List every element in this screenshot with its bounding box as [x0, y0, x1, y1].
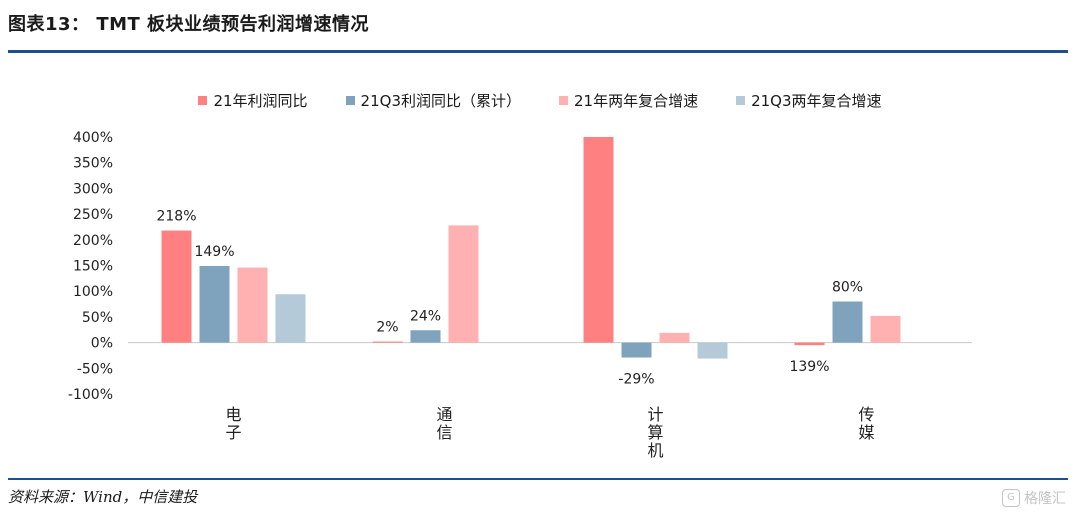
bar [237, 267, 268, 343]
legend-item: 21年两年复合增速 [559, 90, 698, 111]
y-tick-label: 100% [73, 284, 113, 300]
legend-swatch [736, 96, 746, 105]
bar [870, 315, 901, 343]
bottom-rule [8, 478, 1068, 480]
legend-item: 21Q3两年复合增速 [736, 90, 882, 111]
y-tick-label: 300% [73, 181, 113, 197]
y-tick-label: 350% [73, 156, 113, 172]
y-tick-label: 400% [73, 130, 113, 146]
data-label: 139% [789, 359, 829, 375]
x-category-label: 电子 [225, 405, 241, 442]
x-category-label: 传媒 [858, 405, 874, 442]
data-label: -29% [618, 372, 654, 388]
y-tick-label: -100% [68, 387, 113, 403]
legend-label: 21年利润同比 [213, 92, 308, 110]
y-tick-label: 250% [73, 207, 113, 223]
legend-label: 21Q3利润同比（累计） [360, 92, 521, 110]
data-label: 24% [410, 308, 441, 324]
bar [794, 342, 825, 346]
legend-swatch [198, 96, 208, 105]
y-tick-label: 150% [73, 259, 113, 275]
data-label: 218% [156, 209, 196, 225]
chart-title: 图表13： TMT 板块业绩预告利润增速情况 [8, 14, 370, 35]
y-tick-label: 200% [73, 233, 113, 249]
watermark-logo-icon: G [1002, 489, 1020, 507]
legend-swatch [345, 96, 355, 105]
legend-item: 21年利润同比 [198, 90, 308, 111]
bar [199, 266, 230, 343]
y-tick-label: 0% [91, 336, 113, 352]
watermark: G 格隆汇 [1002, 488, 1066, 508]
y-tick-label: -50% [77, 361, 113, 377]
bar [161, 230, 192, 343]
x-category-label: 通信 [436, 405, 452, 442]
bar [659, 332, 690, 343]
y-tick-label: 50% [82, 310, 113, 326]
legend: 21年利润同比 21Q3利润同比（累计） 21年两年复合增速 21Q3两年复合增… [0, 90, 1080, 111]
bar [372, 341, 403, 343]
bar [410, 330, 441, 343]
bar [448, 225, 479, 343]
source-note: 资料来源：Wind，中信建投 [8, 488, 198, 506]
data-label: 149% [194, 244, 234, 260]
bar [583, 137, 614, 343]
bar [832, 301, 863, 343]
top-rule [8, 50, 1068, 53]
legend-item: 21Q3利润同比（累计） [345, 90, 521, 111]
bar [697, 342, 728, 359]
legend-label: 21年两年复合增速 [574, 92, 699, 110]
legend-swatch [559, 96, 568, 105]
watermark-text: 格隆汇 [1024, 491, 1066, 507]
bar [275, 294, 306, 343]
data-label: 80% [832, 279, 863, 295]
x-category-label: 计算机 [647, 405, 663, 460]
bar [621, 342, 652, 358]
legend-label: 21Q3两年复合增速 [751, 92, 882, 110]
data-label: 2% [376, 320, 398, 336]
